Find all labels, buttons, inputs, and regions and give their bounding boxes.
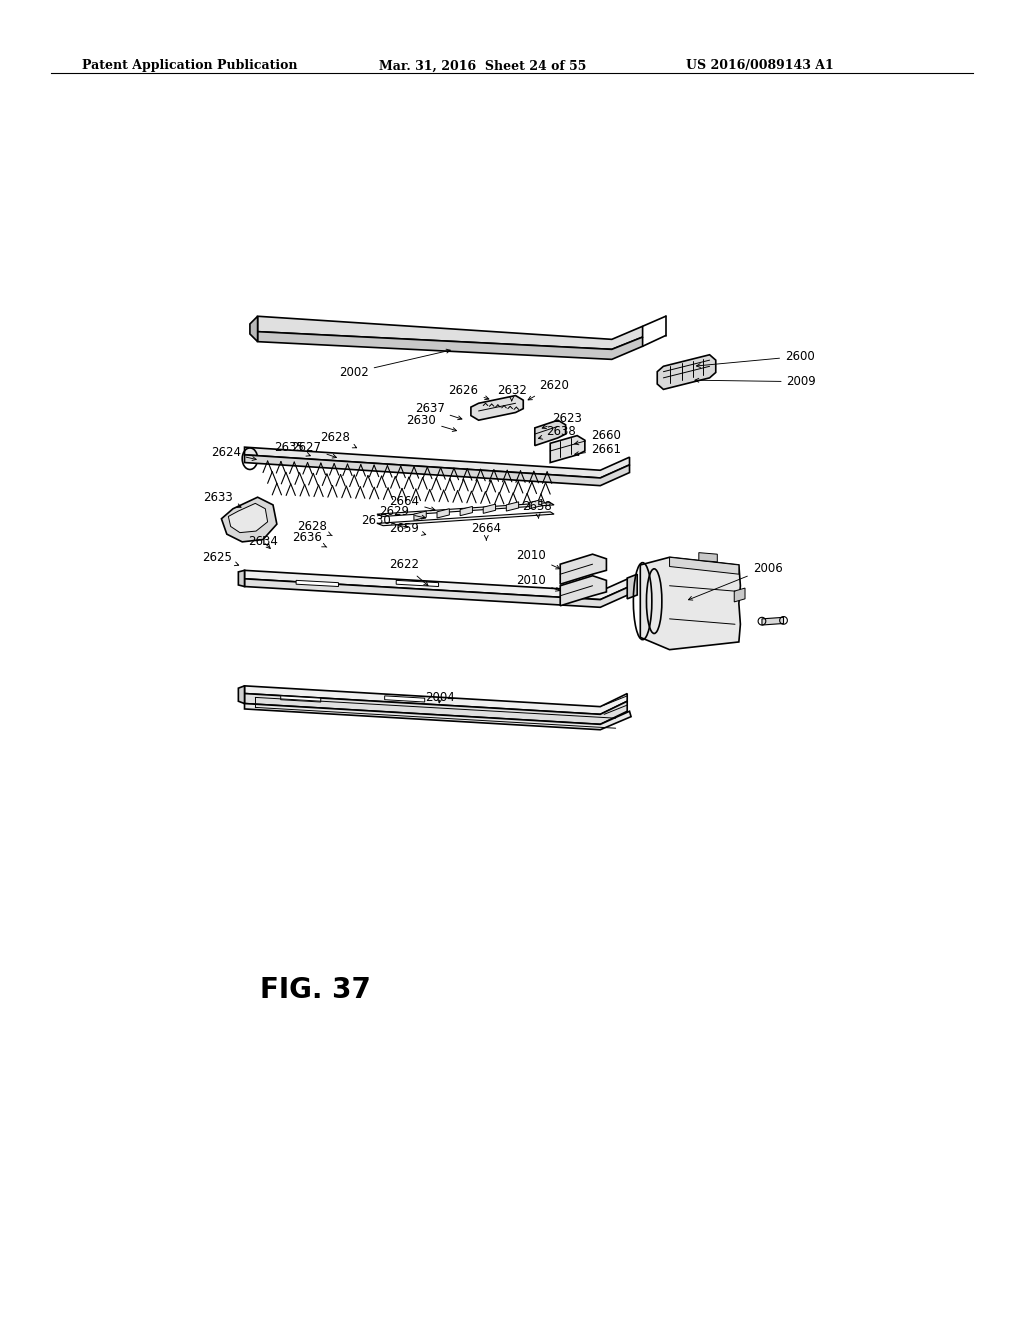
Text: 2664: 2664 [471, 521, 502, 540]
Text: 2632: 2632 [497, 384, 526, 401]
Polygon shape [437, 508, 450, 517]
Polygon shape [239, 686, 245, 704]
Polygon shape [245, 704, 631, 730]
Text: Mar. 31, 2016  Sheet 24 of 55: Mar. 31, 2016 Sheet 24 of 55 [379, 59, 587, 73]
Text: 2634: 2634 [249, 536, 279, 549]
Polygon shape [657, 355, 716, 389]
Text: 2623: 2623 [543, 412, 583, 429]
Polygon shape [529, 499, 542, 508]
Text: 2624: 2624 [211, 446, 256, 461]
Text: 2660: 2660 [574, 429, 621, 445]
Polygon shape [483, 504, 496, 513]
Polygon shape [640, 557, 740, 649]
Text: 2658: 2658 [522, 500, 552, 519]
Polygon shape [385, 696, 425, 702]
Text: 2600: 2600 [696, 350, 815, 367]
Text: 2006: 2006 [688, 561, 782, 601]
Text: 2635: 2635 [274, 441, 310, 457]
Polygon shape [228, 503, 267, 533]
Text: 2010: 2010 [517, 549, 560, 569]
Polygon shape [245, 693, 628, 725]
Polygon shape [560, 576, 606, 606]
Text: 2661: 2661 [574, 444, 621, 455]
Text: 2659: 2659 [389, 521, 426, 536]
Text: 2622: 2622 [389, 558, 428, 586]
Text: FIG. 37: FIG. 37 [260, 975, 371, 1005]
Polygon shape [258, 331, 643, 359]
Polygon shape [460, 507, 472, 516]
Text: 2629: 2629 [379, 504, 426, 519]
Text: 2636: 2636 [292, 531, 327, 548]
Text: L: L [262, 536, 269, 548]
Text: 2004: 2004 [425, 690, 455, 704]
Text: 2630: 2630 [361, 513, 408, 528]
Text: US 2016/0089143 A1: US 2016/0089143 A1 [686, 59, 834, 73]
Polygon shape [221, 498, 276, 543]
Polygon shape [762, 618, 783, 626]
Text: 2628: 2628 [321, 430, 356, 447]
Polygon shape [377, 512, 554, 525]
Polygon shape [471, 396, 523, 420]
Polygon shape [550, 436, 585, 462]
Polygon shape [245, 570, 630, 599]
Polygon shape [535, 420, 565, 446]
Text: 2009: 2009 [695, 375, 816, 388]
Polygon shape [250, 317, 258, 342]
Text: 2002: 2002 [339, 350, 451, 379]
Text: 2010: 2010 [517, 574, 560, 591]
Polygon shape [245, 447, 630, 478]
Polygon shape [670, 557, 739, 574]
Polygon shape [377, 503, 554, 516]
Polygon shape [281, 696, 321, 702]
Polygon shape [258, 317, 643, 350]
Polygon shape [734, 589, 745, 602]
Polygon shape [698, 553, 717, 562]
Polygon shape [245, 686, 628, 714]
Polygon shape [396, 581, 438, 586]
Text: 2620: 2620 [528, 379, 568, 400]
Text: 2626: 2626 [449, 384, 488, 400]
Text: 2625: 2625 [203, 550, 239, 566]
Polygon shape [239, 570, 245, 586]
Text: 2664: 2664 [389, 495, 435, 511]
Text: 2633: 2633 [203, 491, 241, 507]
Polygon shape [245, 579, 630, 607]
Polygon shape [506, 502, 518, 511]
Text: 2638: 2638 [539, 425, 577, 440]
Text: 2637: 2637 [415, 403, 462, 420]
Text: 2630: 2630 [407, 413, 457, 432]
Polygon shape [628, 574, 637, 599]
Text: Patent Application Publication: Patent Application Publication [82, 59, 297, 73]
Polygon shape [245, 455, 630, 486]
Polygon shape [296, 581, 339, 586]
Text: 2627: 2627 [292, 441, 337, 458]
Polygon shape [560, 554, 606, 585]
Polygon shape [414, 511, 426, 520]
Text: 2628: 2628 [297, 520, 332, 536]
